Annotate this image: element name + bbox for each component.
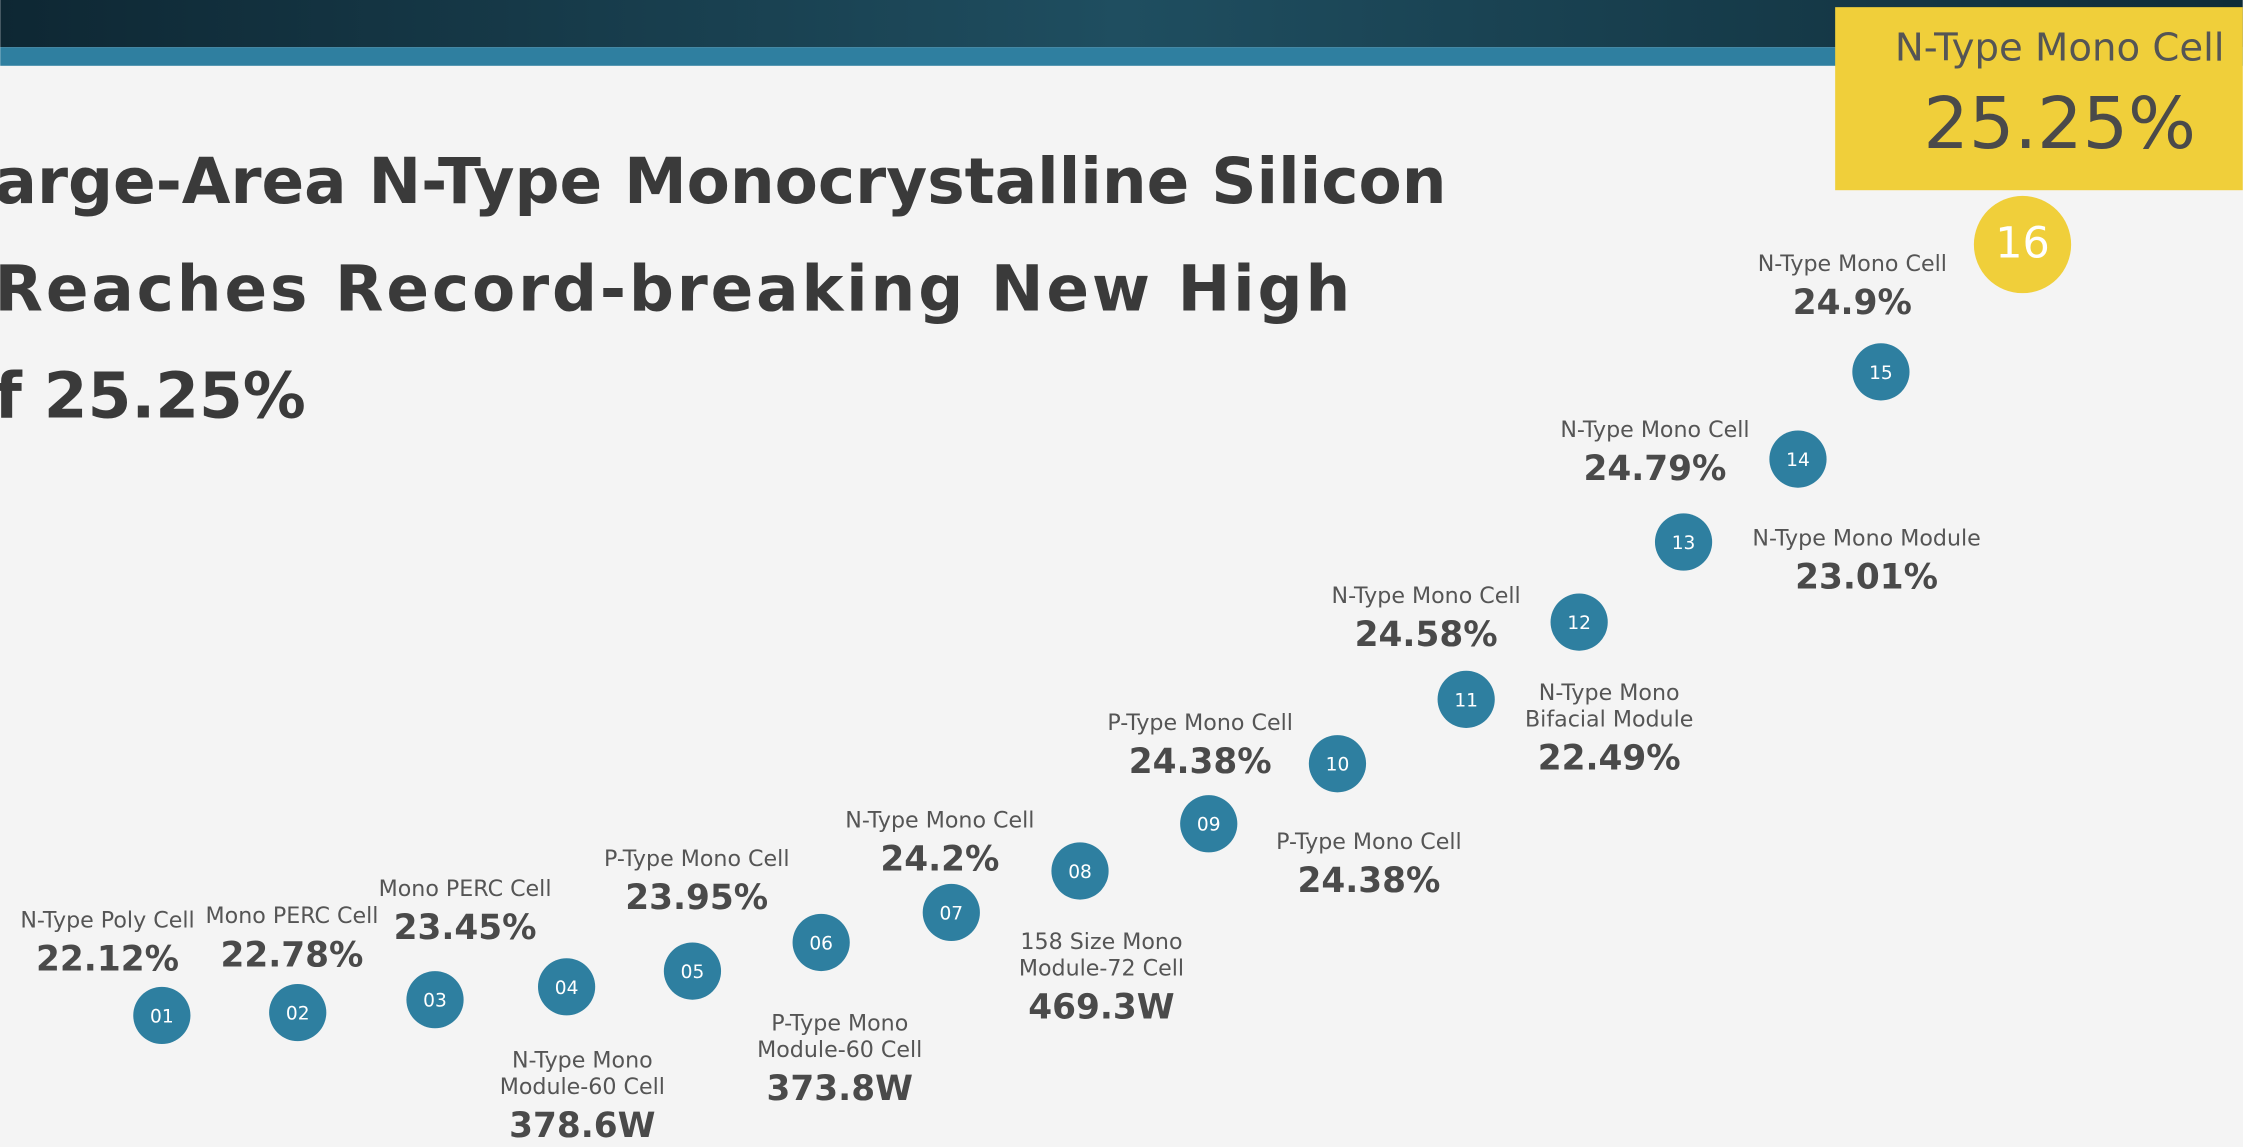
milestone-label: Module-60 Cell [757,1037,922,1063]
milestone-value: 22.12% [36,940,179,980]
milestone-number: 07 [939,903,963,924]
milestone-number: 03 [423,991,447,1012]
milestone-label: N-Type Mono Cell [1758,251,1947,277]
milestone-number: 01 [150,1006,174,1027]
milestone-label: P-Type Mono [771,1011,908,1037]
milestone-value: 24.38% [1129,742,1272,782]
milestone-number: 13 [1672,533,1696,554]
milestone-value: 23.95% [625,878,768,918]
milestone-label: P-Type Mono Cell [604,846,790,872]
milestone-value: 378.6W [509,1106,655,1146]
headline: arge-Area N-Type Monocrystalline Silicon [0,145,1447,218]
milestone-value: 469.3W [1028,987,1174,1027]
milestone-value: 24.58% [1355,615,1498,655]
milestone-number: 12 [1567,613,1591,634]
milestone-value: 24.38% [1297,861,1440,901]
milestone-number: 15 [1869,363,1893,384]
headline: f 25.25% [0,360,306,433]
milestone-number: 08 [1068,862,1092,883]
milestone-label: Mono PERC Cell [206,903,379,929]
highlight-value: 25.25% [1923,82,2196,165]
milestone-label: N-Type Mono Module [1752,526,1980,552]
milestone-value: 23.01% [1795,558,1938,598]
milestone-number: 14 [1786,450,1810,471]
page: N-Type Mono Cell 25.25% 16 arge-Area N-T… [0,0,2243,1147]
milestone-label: Module-60 Cell [500,1074,665,1100]
milestone-number: 05 [681,962,705,983]
milestone-label: N-Type Mono [1539,680,1680,706]
milestone-number: 06 [809,933,833,954]
milestone-label: N-Type Mono [512,1048,653,1074]
milestone-number: 10 [1326,755,1350,776]
milestone-label: N-Type Poly Cell [20,908,194,934]
headline: Reaches Record-breaking New High [0,252,1353,325]
milestone-number: 09 [1197,815,1221,836]
milestone-label: Mono PERC Cell [379,876,552,902]
milestone-value: 24.2% [880,839,999,879]
milestone-number: 11 [1454,690,1478,711]
milestone-number: 04 [555,978,579,999]
milestone-label: 158 Size Mono [1020,929,1182,955]
milestone-value: 22.78% [221,935,364,975]
milestone-label: Module-72 Cell [1019,955,1184,981]
milestone-label: N-Type Mono Cell [845,807,1034,833]
milestone-value: 22.49% [1538,739,1681,779]
highlight-label: N-Type Mono Cell [1895,26,2225,71]
highlight-number: 16 [1995,218,2050,268]
milestone-value: 23.45% [394,908,537,948]
milestone-value: 373.8W [767,1069,913,1109]
milestone-label: N-Type Mono Cell [1332,583,1521,609]
milestone-label: P-Type Mono Cell [1107,710,1293,736]
milestone-value: 24.79% [1583,449,1726,489]
milestone-label: P-Type Mono Cell [1276,829,1462,855]
milestone-label: N-Type Mono Cell [1560,417,1749,443]
milestone-value: 24.9% [1793,283,1912,323]
milestone-label: Bifacial Module [1525,707,1693,733]
milestone-number: 02 [286,1003,310,1024]
